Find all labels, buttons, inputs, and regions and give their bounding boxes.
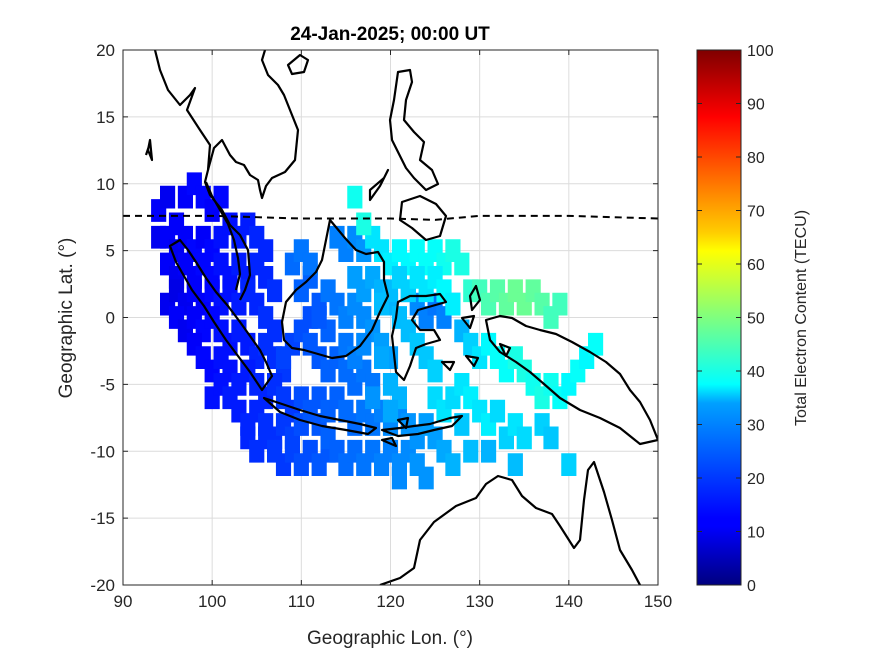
tec-cell: [552, 292, 568, 316]
y-tick-label: -5: [100, 375, 115, 394]
tec-cell: [391, 466, 407, 490]
x-tick-label: 140: [555, 592, 583, 611]
colorbar-tick-label: 20: [747, 471, 765, 488]
colorbar-label: Total Electron Content (TECU): [793, 210, 810, 426]
coast-malay-peninsula: [206, 50, 300, 200]
coast-australia: [379, 460, 641, 585]
coast-sumatra: [168, 238, 274, 392]
y-tick-label: -20: [90, 576, 115, 595]
chart-title: 24-Jan-2025; 00:00 UT: [290, 24, 490, 45]
tec-cell: [427, 359, 443, 383]
coast-malay-west: [204, 181, 242, 291]
tec-cell: [445, 292, 461, 316]
colorbar-tick-label: 10: [747, 525, 765, 542]
x-tick-label: 120: [376, 592, 404, 611]
tec-cell: [160, 185, 176, 209]
x-tick-label: 150: [644, 592, 672, 611]
tec-cell: [347, 185, 363, 209]
colorbar-tick-label: 60: [747, 257, 765, 274]
y-tick-label: 20: [96, 41, 115, 60]
coast-lesser-sunda: [380, 414, 464, 448]
tec-cell: [445, 453, 461, 476]
tec-cell: [489, 399, 506, 423]
tec-cell: [463, 439, 479, 463]
tec-cell: [267, 279, 283, 303]
coast-andaman: [144, 138, 154, 162]
tec-cell: [543, 426, 559, 450]
colorbar-tick-label: 90: [747, 97, 765, 114]
magnetic-equator-line: [123, 214, 658, 221]
tec-cell: [481, 439, 497, 463]
colorbar-ticks: 0 10 20 30 40 50 60 70 80 90 100: [697, 43, 774, 595]
coast-hainan: [286, 53, 310, 76]
tec-cell: [418, 466, 434, 490]
tec-cell: [507, 453, 523, 476]
axis-ticks: 90 100 110 120 130 140 150 -20 -15 -10 -5 0 5 10 15 20: [90, 41, 672, 611]
colorbar-tick-label: 80: [747, 150, 765, 167]
y-axis-label: Geographic Lat. (°): [56, 238, 77, 399]
colorbar-tick-label: 0: [747, 578, 756, 595]
y-tick-label: 0: [106, 309, 115, 328]
x-tick-label: 100: [198, 592, 226, 611]
colorbar-tick-label: 40: [747, 364, 765, 381]
tec-cell: [213, 185, 229, 209]
coast-borneo: [280, 218, 390, 360]
y-tick-label: -15: [90, 509, 115, 528]
coastlines: [144, 50, 658, 585]
colorbar-tick-label: 50: [747, 311, 765, 328]
tec-cell: [365, 386, 381, 410]
coast-philippines: [368, 68, 448, 242]
tec-cell: [356, 212, 372, 236]
coast-new-guinea: [484, 314, 658, 446]
tec-cell: [374, 346, 390, 369]
colorbar-tick-label: 100: [747, 43, 774, 60]
tec-cell: [516, 426, 532, 450]
coast-java: [262, 396, 378, 436]
coast-sulawesi: [390, 292, 448, 382]
x-axis-label: Geographic Lon. (°): [307, 628, 473, 649]
y-tick-label: 10: [96, 175, 115, 194]
coast-halmahera: [460, 284, 482, 330]
colorbar-tick-label: 30: [747, 418, 765, 435]
tec-cell: [356, 332, 372, 356]
colorbar-tick-label: 70: [747, 204, 765, 221]
coast-misc-islands: [396, 342, 512, 430]
tec-cells: [151, 172, 604, 490]
colorbar: [696, 49, 742, 586]
tec-cell: [311, 306, 327, 329]
x-tick-label: 130: [465, 592, 493, 611]
y-tick-label: 5: [106, 242, 115, 261]
tec-cell: [454, 252, 470, 276]
tec-cell: [382, 399, 399, 423]
x-tick-label: 110: [288, 592, 315, 611]
y-tick-label: 15: [96, 108, 115, 127]
x-tick-label: 90: [114, 592, 133, 611]
y-tick-label: -10: [90, 442, 115, 461]
tec-cell: [561, 453, 577, 476]
tec-cell: [588, 332, 604, 356]
tec-cell: [302, 252, 318, 276]
